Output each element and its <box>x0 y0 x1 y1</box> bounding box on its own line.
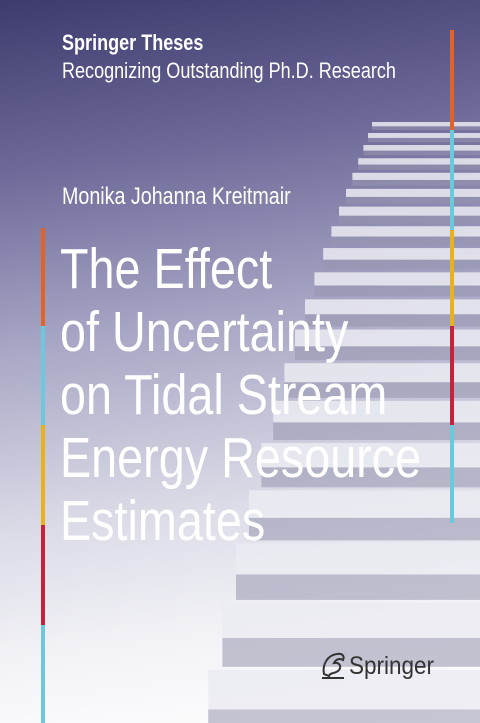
bar-segment <box>41 326 45 425</box>
bar-segment <box>450 326 454 425</box>
stair-step <box>339 206 480 224</box>
stair-step <box>331 226 480 246</box>
title-line: Estimates <box>60 489 266 553</box>
bar-segment <box>41 525 45 625</box>
stair-step <box>222 602 480 667</box>
title-line: of Uncertainty <box>60 300 349 364</box>
bar-segment <box>41 625 45 723</box>
bar-segment <box>450 30 454 130</box>
stair-step <box>352 172 480 186</box>
title-line: Energy Resource <box>60 426 422 490</box>
series-subtitle: Recognizing Outstanding Ph.D. Research <box>62 58 396 83</box>
stair-step <box>295 329 480 361</box>
bar-segment <box>450 130 454 230</box>
stair-step <box>372 122 480 130</box>
series-name: Springer Theses <box>62 30 204 55</box>
stair-step <box>305 299 480 327</box>
stair-step <box>346 188 480 204</box>
stair-step <box>314 272 480 297</box>
bar-segment <box>41 228 45 326</box>
stair-step <box>236 543 480 600</box>
stair-step <box>363 145 480 156</box>
title-line: on Tidal Stream <box>60 363 388 427</box>
bar-segment <box>450 230 454 326</box>
bar-segment <box>41 425 45 525</box>
title-line: The Effect <box>60 237 273 301</box>
author: Monika Johanna Kreitmair <box>62 183 291 210</box>
publisher-logo <box>322 652 345 679</box>
publisher: Springer <box>349 652 435 680</box>
stair-step <box>273 400 480 441</box>
stair-step <box>284 363 480 398</box>
stair-step <box>368 133 480 143</box>
stair-step <box>261 443 480 488</box>
bar-segment <box>450 425 454 523</box>
stair-step <box>208 669 480 723</box>
stair-step <box>249 490 480 541</box>
stair-step <box>358 158 480 170</box>
stair-step <box>323 248 480 270</box>
